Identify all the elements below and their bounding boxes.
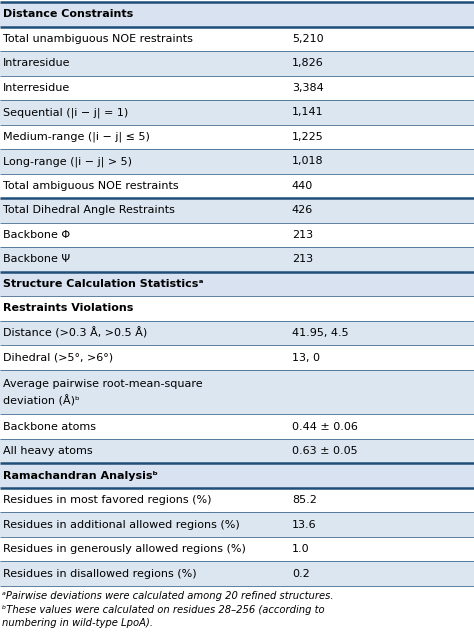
Text: Dihedral (>5°, >6°): Dihedral (>5°, >6°) <box>3 353 113 363</box>
Bar <box>0 463 474 488</box>
Text: Sequential (|i − j| = 1): Sequential (|i − j| = 1) <box>3 107 128 117</box>
Bar <box>0 321 474 346</box>
Text: 85.2: 85.2 <box>292 495 317 505</box>
Bar <box>0 370 474 415</box>
Bar <box>0 296 474 321</box>
Bar <box>0 100 474 125</box>
Bar <box>0 75 474 100</box>
Text: Total unambiguous NOE restraints: Total unambiguous NOE restraints <box>3 34 193 44</box>
Text: Ramachandran Analysisᵇ: Ramachandran Analysisᵇ <box>3 470 158 481</box>
Text: 426: 426 <box>292 205 313 216</box>
Text: 0.44 ± 0.06: 0.44 ± 0.06 <box>292 422 358 432</box>
Text: 5,210: 5,210 <box>292 34 323 44</box>
Text: Residues in additional allowed regions (%): Residues in additional allowed regions (… <box>3 520 240 529</box>
Bar <box>0 272 474 296</box>
Bar <box>0 439 474 463</box>
Bar <box>0 512 474 537</box>
Text: ᵃPairwise deviations were calculated among 20 refined structures.: ᵃPairwise deviations were calculated amo… <box>2 591 334 601</box>
Bar <box>0 51 474 75</box>
Text: Long-range (|i − j| > 5): Long-range (|i − j| > 5) <box>3 156 132 167</box>
Text: Intraresidue: Intraresidue <box>3 58 71 68</box>
Text: 1,141: 1,141 <box>292 107 323 117</box>
Text: 13.6: 13.6 <box>292 520 316 529</box>
Text: 13, 0: 13, 0 <box>292 353 320 363</box>
Text: ᵇThese values were calculated on residues 28–256 (according to: ᵇThese values were calculated on residue… <box>2 605 325 615</box>
Bar <box>0 27 474 51</box>
Text: 0.63 ± 0.05: 0.63 ± 0.05 <box>292 446 357 456</box>
Text: Total ambiguous NOE restraints: Total ambiguous NOE restraints <box>3 181 179 191</box>
Text: All heavy atoms: All heavy atoms <box>3 446 92 456</box>
Bar <box>0 537 474 562</box>
Text: 1.0: 1.0 <box>292 544 310 554</box>
Text: 3,384: 3,384 <box>292 83 324 93</box>
Text: Backbone Ψ: Backbone Ψ <box>3 254 70 264</box>
Text: Total Dihedral Angle Restraints: Total Dihedral Angle Restraints <box>3 205 175 216</box>
Bar <box>0 125 474 149</box>
Bar <box>0 2 474 27</box>
Bar <box>0 247 474 272</box>
Text: 41.95, 4.5: 41.95, 4.5 <box>292 328 348 338</box>
Text: Residues in disallowed regions (%): Residues in disallowed regions (%) <box>3 569 197 579</box>
Text: 213: 213 <box>292 230 313 240</box>
Text: Structure Calculation Statisticsᵃ: Structure Calculation Statisticsᵃ <box>3 279 203 289</box>
Text: 1,225: 1,225 <box>292 132 324 142</box>
Text: Residues in most favored regions (%): Residues in most favored regions (%) <box>3 495 211 505</box>
Text: Distance Constraints: Distance Constraints <box>3 10 133 19</box>
Text: Distance (>0.3 Å, >0.5 Å): Distance (>0.3 Å, >0.5 Å) <box>3 327 147 339</box>
Text: Medium-range (|i − j| ≤ 5): Medium-range (|i − j| ≤ 5) <box>3 132 150 142</box>
Bar <box>0 198 474 223</box>
Text: deviation (Å)ᵇ: deviation (Å)ᵇ <box>3 395 80 406</box>
Text: 0.2: 0.2 <box>292 569 310 579</box>
Bar <box>0 562 474 586</box>
Text: 440: 440 <box>292 181 313 191</box>
Bar <box>0 346 474 370</box>
Text: 1,018: 1,018 <box>292 157 323 166</box>
Text: 213: 213 <box>292 254 313 264</box>
Bar <box>0 415 474 439</box>
Text: 1,826: 1,826 <box>292 58 324 68</box>
Text: Backbone atoms: Backbone atoms <box>3 422 96 432</box>
Bar <box>0 174 474 198</box>
Text: Backbone Φ: Backbone Φ <box>3 230 70 240</box>
Text: Restraints Violations: Restraints Violations <box>3 304 133 313</box>
Bar <box>0 223 474 247</box>
Text: numbering in wild-type LpoA).: numbering in wild-type LpoA). <box>2 618 153 628</box>
Bar <box>0 488 474 512</box>
Bar <box>0 149 474 174</box>
Text: Average pairwise root-mean-square: Average pairwise root-mean-square <box>3 379 202 389</box>
Text: Residues in generously allowed regions (%): Residues in generously allowed regions (… <box>3 544 246 554</box>
Text: Interresidue: Interresidue <box>3 83 70 93</box>
